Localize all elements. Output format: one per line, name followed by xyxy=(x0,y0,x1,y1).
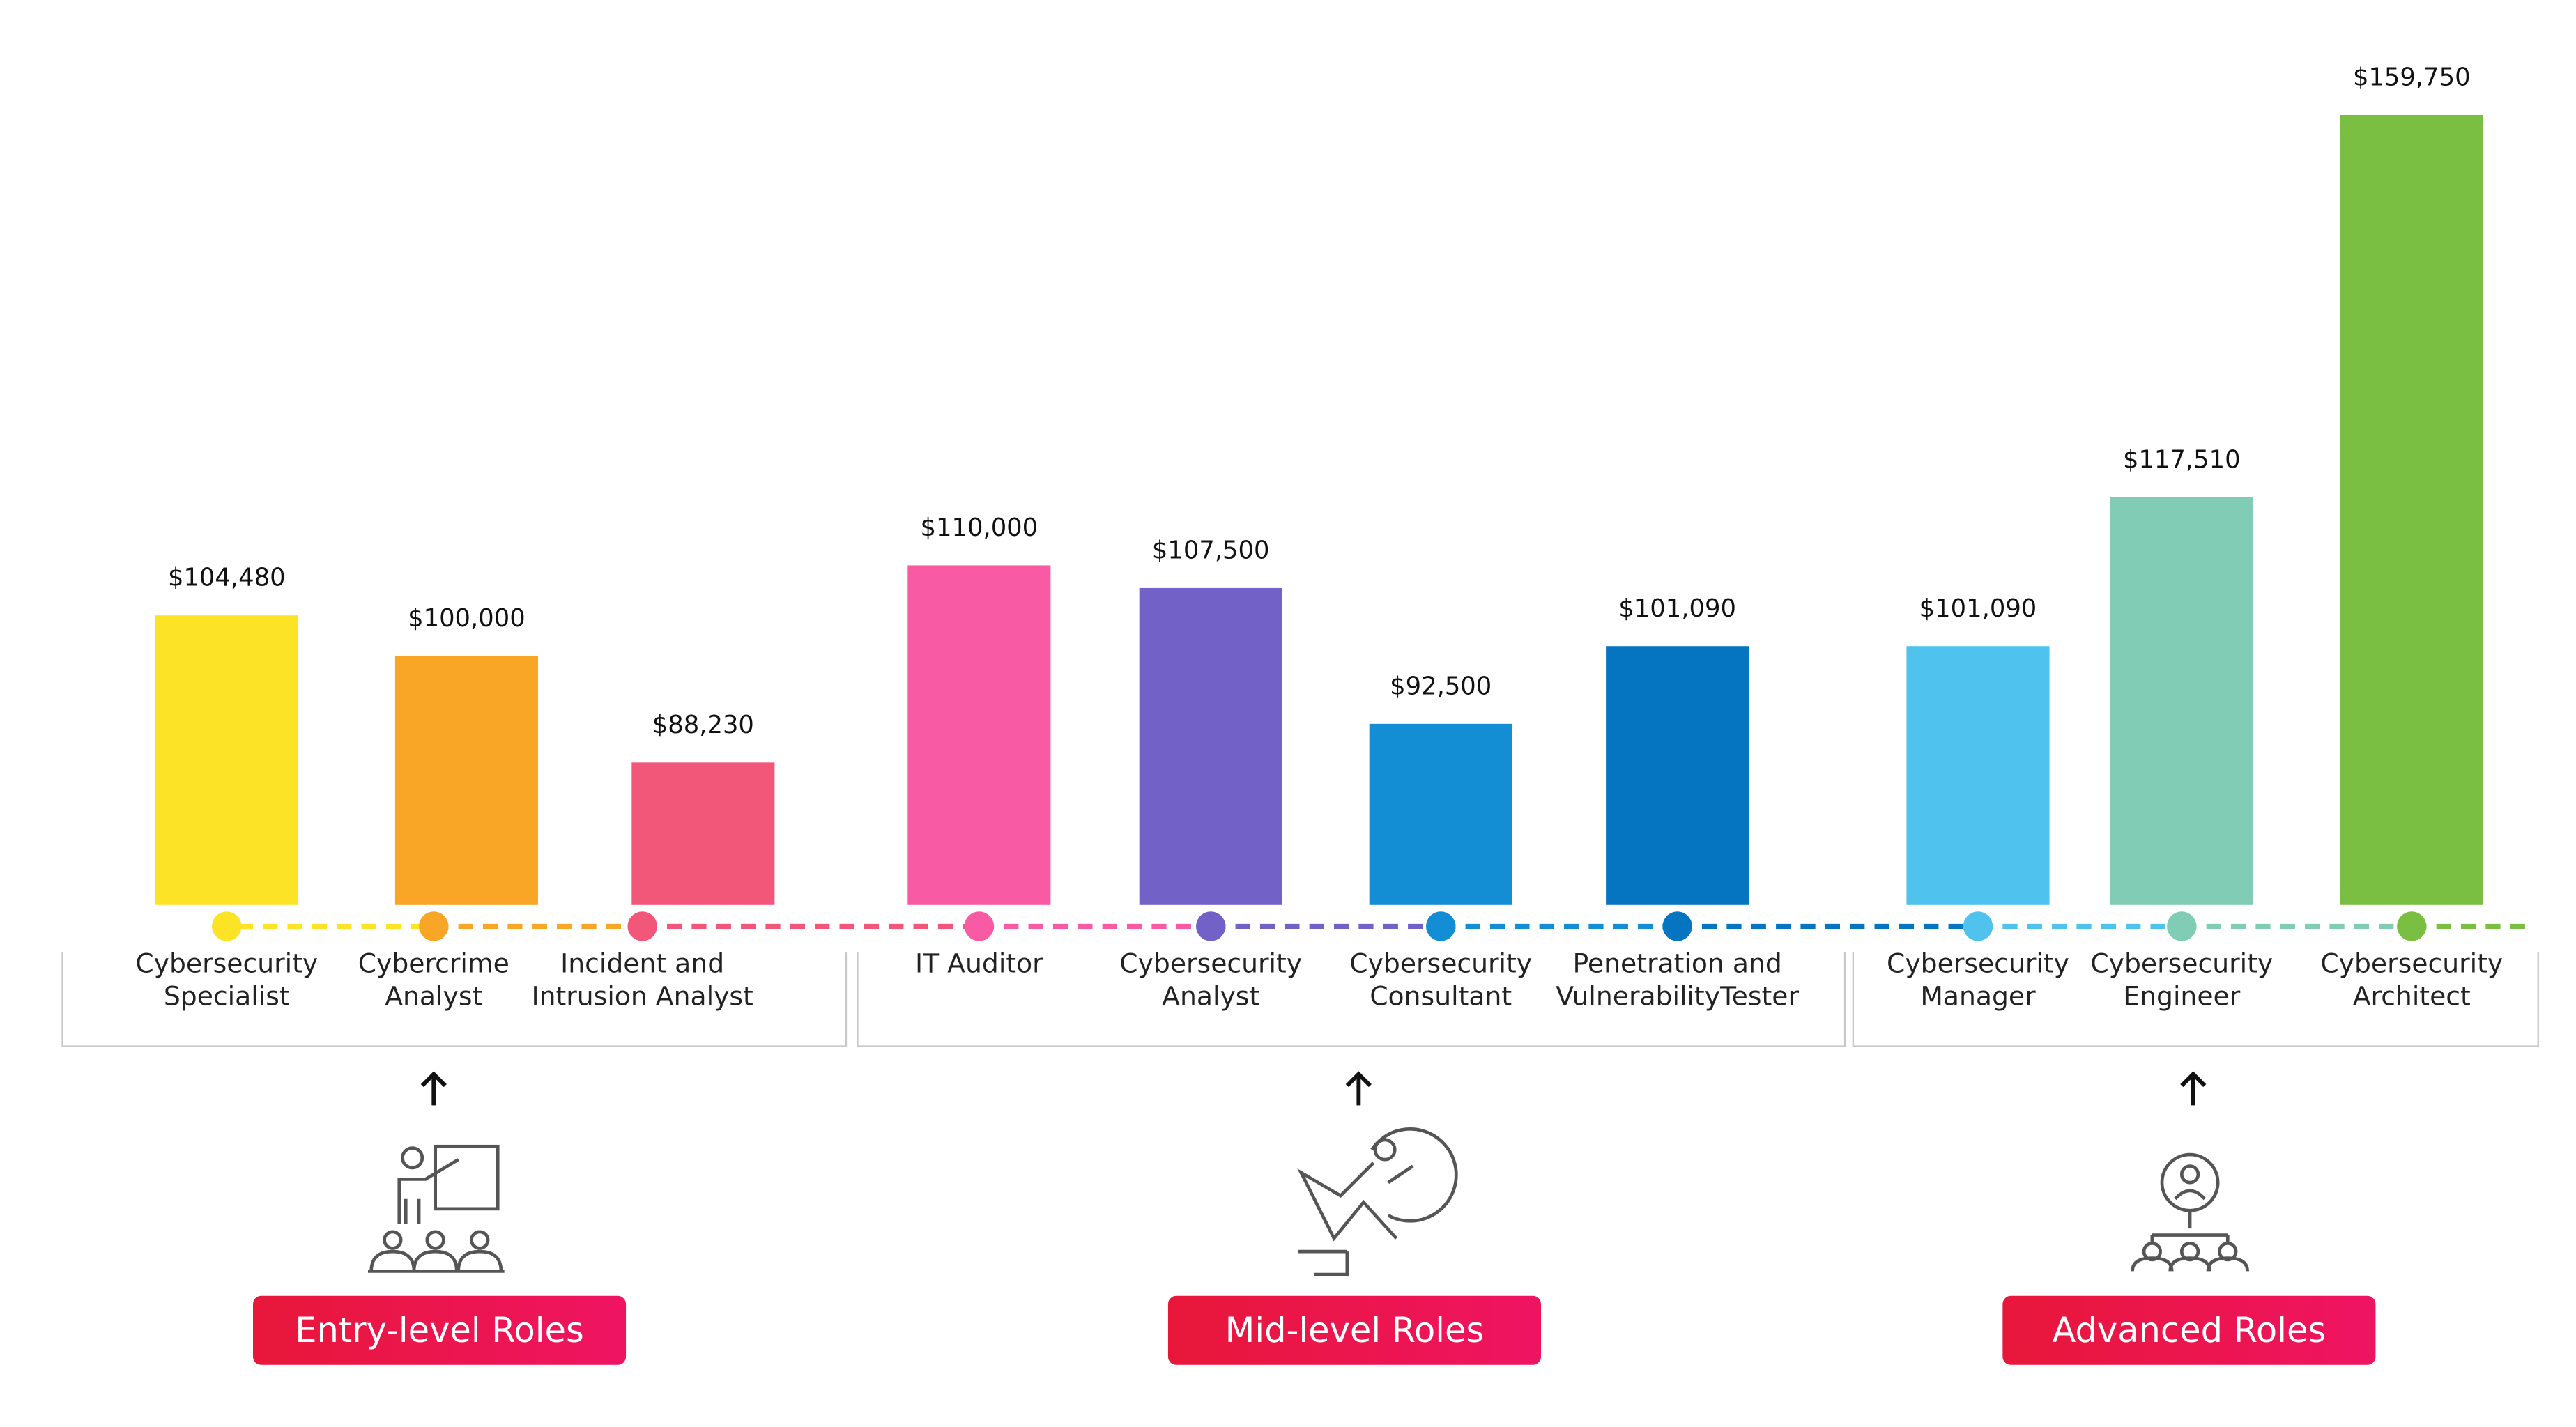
arrows xyxy=(420,1071,2207,1106)
group-brackets xyxy=(61,952,2539,1047)
group-button: Advanced Roles xyxy=(2002,1295,2376,1365)
bar xyxy=(394,656,538,905)
category-label: Cybersecurity Architect xyxy=(2320,948,2504,1012)
bar xyxy=(2110,497,2253,905)
value-label: $110,000 xyxy=(921,514,1038,542)
category-label: Cybersecurity Manager xyxy=(1887,948,2069,1012)
timeline-dot xyxy=(1963,911,1993,941)
value-label: $117,510 xyxy=(2123,445,2241,474)
value-label: $92,500 xyxy=(1390,672,1492,700)
bar xyxy=(2340,114,2483,905)
category-label: Cybersecurity Specialist xyxy=(135,948,319,1012)
value-label: $107,500 xyxy=(1152,537,1270,565)
value-label: $88,230 xyxy=(652,711,754,739)
category-label: Cybercrime Analyst xyxy=(358,948,509,1012)
group-button: Entry-level Roles xyxy=(252,1295,627,1365)
value-label: $100,000 xyxy=(408,604,526,633)
bar xyxy=(1369,723,1512,905)
value-label: $159,750 xyxy=(2353,63,2471,92)
bar xyxy=(1606,646,1749,905)
icons xyxy=(367,1127,2249,1276)
timeline-dot xyxy=(1195,911,1226,941)
category-label: Penetration and VulnerabilityTester xyxy=(1556,948,1800,1012)
timeline-dot xyxy=(627,911,657,941)
category-label: IT Auditor xyxy=(915,948,1043,979)
category-label: Cybersecurity Consultant xyxy=(1349,948,1533,1012)
value-label: $104,480 xyxy=(168,564,286,592)
group-button: Mid-level Roles xyxy=(1167,1295,1541,1365)
timeline-dot xyxy=(964,911,995,941)
bar xyxy=(1906,646,2050,905)
bar xyxy=(155,615,298,905)
timeline-dot xyxy=(212,911,242,941)
category-label: Incident and Intrusion Analyst xyxy=(531,948,753,1012)
timeline-dot xyxy=(2167,911,2197,941)
value-label: $101,090 xyxy=(1919,594,2037,623)
category-label: Cybersecurity Analyst xyxy=(1119,948,1303,1012)
bar xyxy=(907,565,1051,905)
timeline-dot xyxy=(1662,911,1692,941)
timeline-dot xyxy=(419,911,449,941)
timeline-dot xyxy=(1425,911,1456,941)
bar xyxy=(1139,587,1282,905)
bar xyxy=(631,762,775,905)
category-label: Cybersecurity Engineer xyxy=(2090,948,2274,1012)
timeline-dot xyxy=(2397,911,2427,941)
value-label: $101,090 xyxy=(1618,594,1736,623)
